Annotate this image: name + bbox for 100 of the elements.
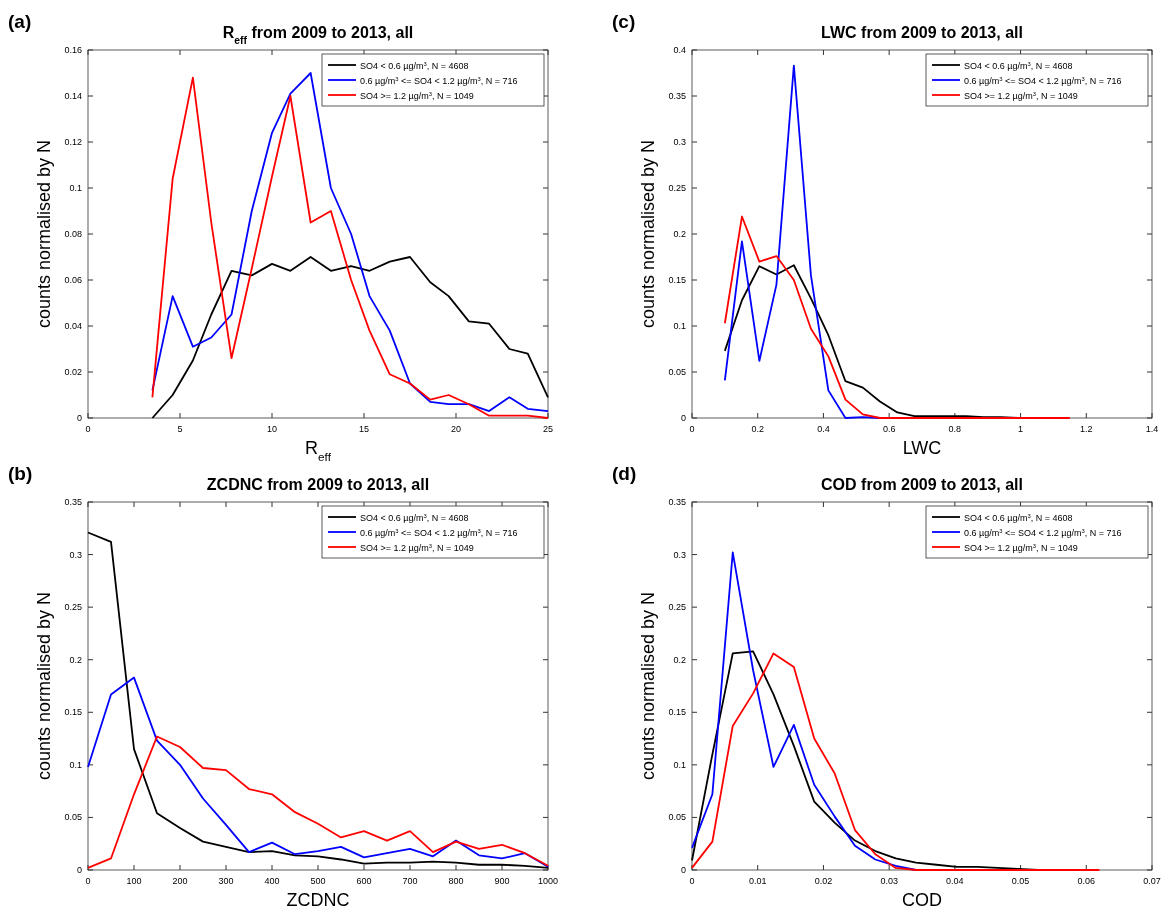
legend-label: SO4 < 0.6 µg/m$^{3}$, N = 4608 bbox=[964, 60, 1073, 71]
x-tick-label: 0.8 bbox=[948, 424, 962, 434]
x-tick-label: 0.07 bbox=[1143, 876, 1161, 886]
y-tick-label: 0.12 bbox=[64, 137, 82, 147]
legend-label: SO4 >= 1.2 µg/m$^{3}$, N = 1049 bbox=[360, 542, 474, 553]
x-tick-label: 1.2 bbox=[1080, 424, 1093, 434]
x-tick-label: 15 bbox=[358, 424, 370, 434]
x-tick-label: 700 bbox=[402, 876, 418, 886]
line-series bbox=[723, 64, 881, 419]
line-series bbox=[723, 215, 1071, 419]
legend-label: 0.6 µg/m$^{3}$ <= SO4 < 1.2 µg/m$^{3}$, N = 716 bbox=[360, 75, 518, 86]
legend-label: 0.6 µg/m$^{3}$ <= SO4 < 1.2 µg/m$^{3}$, N = 716 bbox=[964, 527, 1122, 538]
x-tick-label: 100 bbox=[126, 876, 142, 886]
y-tick-label: 0.3 bbox=[69, 549, 82, 560]
x-tick-label: 0 bbox=[85, 424, 91, 434]
line-series bbox=[87, 676, 549, 868]
y-tick-label: 0.15 bbox=[668, 707, 686, 718]
x-tick-label: 0.06 bbox=[1077, 876, 1096, 886]
y-axis-title: counts normalised by N bbox=[34, 591, 54, 781]
x-tick-label: 0.01 bbox=[748, 876, 767, 886]
y-tick-label: 0 bbox=[680, 413, 686, 423]
x-tick-label: 0 bbox=[85, 876, 91, 886]
x-tick-label: 800 bbox=[448, 876, 464, 886]
text: (a) bbox=[8, 11, 32, 32]
y-tick-label: 0.05 bbox=[668, 367, 686, 377]
y-tick-label: 0.15 bbox=[64, 707, 82, 718]
y-axis-title: counts normalised by N bbox=[638, 591, 658, 781]
x-tick-label: 600 bbox=[356, 876, 372, 886]
y-tick-label: 0.15 bbox=[668, 275, 686, 285]
y-tick-label: 0.2 bbox=[673, 654, 686, 665]
x-tick-label: 0.6 bbox=[882, 424, 896, 434]
y-tick-label: 0.14 bbox=[64, 91, 82, 101]
x-tick-label: 900 bbox=[494, 876, 510, 886]
x-tick-label: 1 bbox=[1018, 424, 1024, 434]
y-tick-label: 0.25 bbox=[64, 602, 82, 613]
y-tick-label: 0.3 bbox=[673, 137, 686, 147]
y-tick-label: 0.02 bbox=[64, 367, 82, 377]
y-tick-label: 0.1 bbox=[673, 321, 686, 331]
text: (d) bbox=[612, 463, 637, 484]
legend-label: 0.6 µg/m$^{3}$ <= SO4 < 1.2 µg/m$^{3}$, N = 716 bbox=[360, 527, 518, 538]
y-tick-label: 0.08 bbox=[64, 229, 82, 239]
y-tick-label: 0.04 bbox=[64, 321, 82, 331]
text: (c) bbox=[612, 11, 636, 32]
text: (b) bbox=[8, 463, 33, 484]
x-tick-label: 0.4 bbox=[817, 424, 830, 434]
x-tick-label: 20 bbox=[450, 424, 462, 434]
y-tick-label: 0.1 bbox=[69, 183, 82, 193]
legend-label: SO4 >= 1.2 µg/m$^{3}$, N = 1049 bbox=[964, 90, 1078, 101]
chart-title: LWC from 2009 to 2013, all bbox=[821, 24, 1023, 41]
y-tick-label: 0.35 bbox=[668, 497, 686, 507]
legend-label: SO4 < 0.6 µg/m$^{3}$, N = 4608 bbox=[360, 60, 469, 71]
chart-title: ZCDNC from 2009 to 2013, all bbox=[206, 476, 430, 493]
y-tick-label: 0.1 bbox=[69, 759, 82, 770]
x-tick-label: 400 bbox=[264, 876, 280, 886]
x-tick-label: 5 bbox=[177, 424, 183, 434]
x-tick-label: 0 bbox=[689, 424, 695, 434]
line-series bbox=[87, 735, 549, 869]
x-tick-label: 0.05 bbox=[1011, 876, 1030, 886]
x-tick-label: 500 bbox=[310, 876, 326, 886]
x-tick-label: 300 bbox=[218, 876, 234, 886]
legend-label: SO4 >= 1.2 µg/m$^{3}$, N = 1049 bbox=[964, 542, 1078, 553]
chart-title: R$_{eff}$ from 2009 to 2013, all bbox=[222, 24, 414, 46]
legend-label: 0.6 µg/m$^{3}$ <= SO4 < 1.2 µg/m$^{3}$, N = 716 bbox=[964, 75, 1122, 86]
legend-label: SO4 < 0.6 µg/m$^{3}$, N = 4608 bbox=[360, 512, 469, 523]
x-axis-title: R$_{eff}$ bbox=[305, 438, 332, 463]
y-tick-label: 0.25 bbox=[668, 183, 686, 193]
line-series bbox=[151, 256, 549, 419]
chart-title: COD from 2009 to 2013, all bbox=[821, 476, 1023, 493]
x-tick-label: 1.4 bbox=[1145, 424, 1159, 434]
y-axis-title: counts normalised by N bbox=[34, 139, 54, 329]
x-tick-label: 25 bbox=[542, 424, 554, 434]
x-axis-title: ZCDNC bbox=[286, 890, 350, 906]
y-tick-label: 0.06 bbox=[64, 275, 82, 285]
y-tick-label: 0.2 bbox=[69, 654, 82, 665]
x-tick-label: 10 bbox=[266, 424, 278, 434]
x-tick-label: 1000 bbox=[537, 876, 559, 886]
legend-label: SO4 >= 1.2 µg/m$^{3}$, N = 1049 bbox=[360, 90, 474, 101]
x-tick-label: 200 bbox=[172, 876, 188, 886]
y-tick-label: 0.2 bbox=[673, 229, 686, 239]
legend-label: SO4 < 0.6 µg/m$^{3}$, N = 4608 bbox=[964, 512, 1073, 523]
y-tick-label: 0.05 bbox=[64, 812, 82, 823]
x-tick-label: 0.03 bbox=[880, 876, 898, 886]
y-tick-label: 0.25 bbox=[668, 602, 686, 613]
x-axis-title: COD bbox=[902, 890, 942, 906]
y-tick-label: 0.3 bbox=[673, 549, 686, 560]
line-series bbox=[691, 652, 1101, 871]
y-tick-label: 0 bbox=[680, 865, 686, 875]
line-series bbox=[87, 531, 549, 869]
y-axis-title: counts normalised by N bbox=[638, 139, 658, 329]
y-tick-label: 0 bbox=[76, 865, 82, 875]
y-tick-label: 0.4 bbox=[673, 45, 686, 55]
y-tick-label: 0 bbox=[76, 413, 82, 423]
x-tick-label: 0 bbox=[689, 876, 695, 886]
y-tick-label: 0.1 bbox=[673, 759, 686, 770]
x-tick-label: 0.02 bbox=[814, 876, 833, 886]
y-tick-label: 0.16 bbox=[64, 45, 82, 55]
y-tick-label: 0.35 bbox=[64, 497, 82, 507]
y-tick-label: 0.35 bbox=[668, 91, 686, 101]
y-tick-label: 0.05 bbox=[668, 812, 686, 823]
x-axis-title: LWC bbox=[902, 438, 942, 458]
